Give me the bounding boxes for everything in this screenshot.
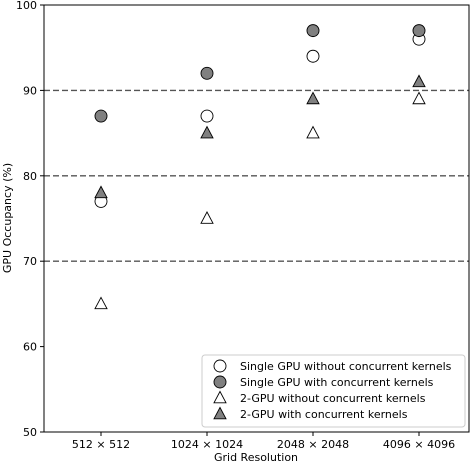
legend-marker-2 [213, 375, 227, 389]
legend-marker-3 [213, 390, 227, 404]
data-point-series-3 [94, 296, 108, 310]
reference-lines [44, 89, 469, 262]
legend-marker-4 [213, 406, 227, 420]
y-tick-label: 50 [23, 426, 37, 439]
x-axis: 512 × 512 1024 × 1024 2048 × 2048 4096 × 40… [72, 432, 455, 451]
data-point-series-3 [306, 125, 320, 139]
data-point-series-3 [200, 211, 214, 224]
x-axis-label: Grid Resolution [214, 451, 298, 464]
data-point-series-2 [306, 24, 320, 38]
x-tick-label: 2048 × 2048 [277, 438, 349, 451]
legend: Single GPU without concurrent kernels Sin… [201, 354, 466, 428]
legend-label: 2-GPU with concurrent kernels [240, 408, 408, 421]
plot-frame [43, 4, 470, 433]
data-point-series-4 [306, 91, 320, 105]
legend-marker-1 [213, 359, 227, 373]
y-tick-label: 90 [23, 84, 37, 97]
legend-label: Single GPU with concurrent kernels [240, 376, 434, 389]
y-axis: 50 60 70 80 90 100 [16, 0, 44, 439]
y-tick-label: 70 [23, 255, 37, 268]
x-tick-label: 4096 × 4096 [383, 438, 455, 451]
legend-label: 2-GPU without concurrent kernels [240, 392, 426, 405]
data-point-series-2 [412, 24, 426, 38]
data-point-series-2 [200, 66, 214, 80]
y-tick-label: 80 [23, 170, 37, 183]
y-axis-label: GPU Occupancy (%) [1, 163, 14, 273]
x-tick-label: 512 × 512 [72, 438, 130, 451]
data-point-series-2 [94, 109, 108, 123]
x-tick-label: 1024 × 1024 [171, 438, 243, 451]
data-point-series-1 [200, 109, 214, 123]
data-point-series-4 [412, 74, 426, 88]
legend-label: Single GPU without concurrent kernels [240, 360, 452, 373]
legend-box [201, 354, 466, 428]
y-tick-label: 100 [16, 0, 37, 12]
data-point-series-4 [94, 185, 108, 199]
data-point-series-3 [412, 91, 426, 105]
data-point-series-4 [200, 125, 214, 139]
data-markers [94, 24, 426, 310]
y-tick-label: 60 [23, 341, 37, 354]
data-point-series-1 [306, 49, 320, 63]
